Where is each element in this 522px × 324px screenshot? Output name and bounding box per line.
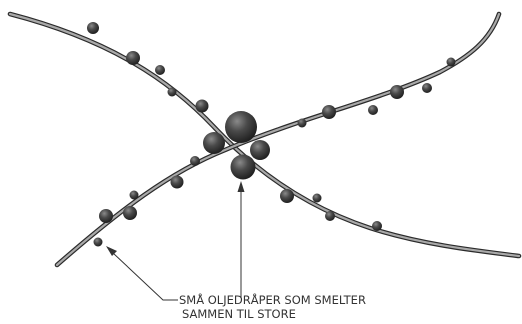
oil-droplet: [155, 65, 165, 75]
oil-droplet: [368, 105, 378, 115]
oil-droplet: [322, 105, 336, 119]
oil-droplet-large: [230, 154, 256, 180]
oil-droplet: [390, 85, 404, 99]
oil-droplet: [280, 189, 294, 203]
oil-droplet: [167, 87, 177, 97]
oil-droplet: [446, 57, 456, 67]
callout-leaders: [106, 181, 245, 301]
oil-droplet: [126, 51, 140, 65]
leader-line-small-drop: [112, 252, 178, 301]
oil-droplet: [123, 206, 137, 220]
oil-droplet: [170, 175, 184, 189]
oil-droplet: [190, 156, 200, 166]
oil-droplet: [129, 190, 139, 200]
oil-droplet: [422, 83, 432, 93]
oil-droplet: [297, 118, 307, 128]
oil-droplet: [87, 22, 99, 34]
oil-droplet: [195, 99, 209, 113]
oil-droplet: [93, 237, 103, 247]
oil-droplet: [203, 132, 225, 154]
oil-droplet-large: [225, 111, 257, 143]
oil-droplet: [372, 221, 382, 231]
arrowhead-small-drop: [106, 246, 117, 256]
oil-droplet: [99, 209, 113, 223]
caption-line-1: SMÅ OLJEDRÅPER SOM SMELTER: [179, 292, 366, 307]
oil-droplet: [325, 211, 335, 221]
oil-droplet: [312, 193, 322, 203]
fiber-bottom-left-to-top-right: [54, 11, 502, 268]
oil-droplet: [250, 140, 270, 160]
fiber-left-to-right: [7, 11, 522, 259]
arrowhead-large-drop: [237, 181, 245, 192]
caption-line-2: SAMMEN TIL STORE: [182, 307, 296, 321]
oil-droplets: [87, 22, 456, 247]
